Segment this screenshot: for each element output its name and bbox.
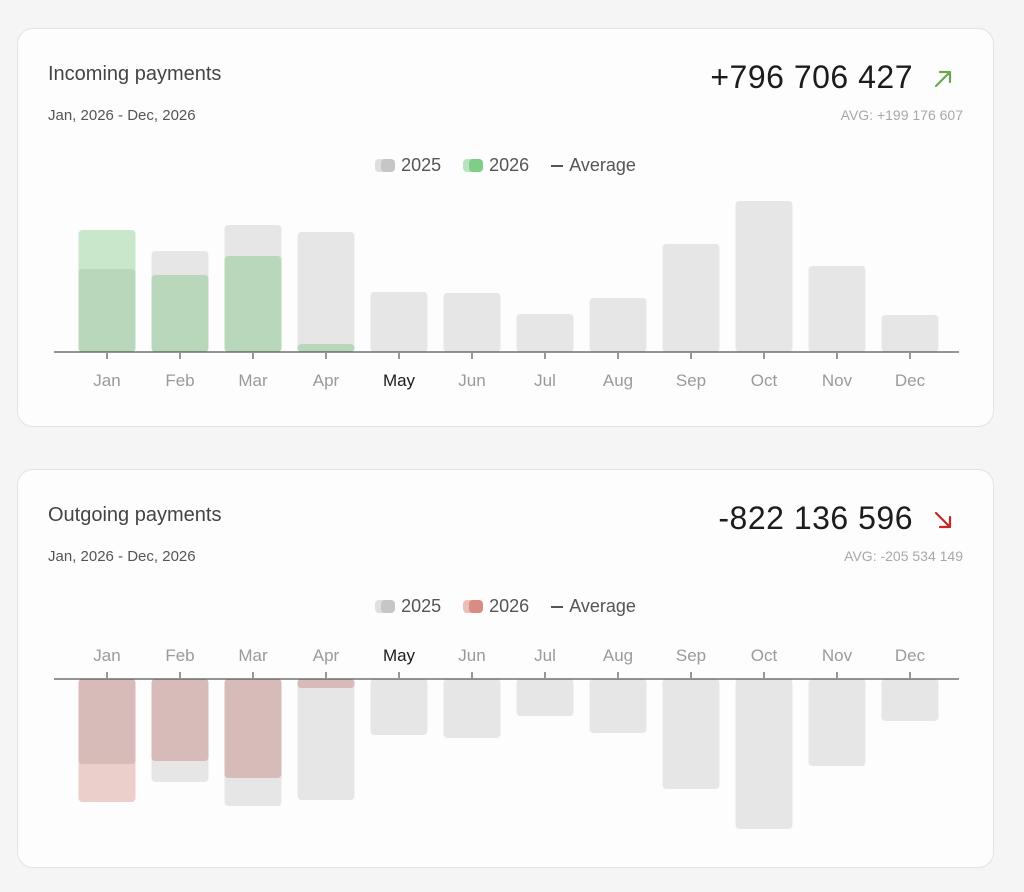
legend-item-average[interactable]: Average: [551, 596, 636, 617]
x-tick-label[interactable]: Mar: [238, 371, 268, 390]
x-tick-label[interactable]: Feb: [165, 646, 194, 665]
legend-label: 2026: [489, 155, 530, 175]
legend-swatch-average: [551, 605, 564, 608]
legend-item-2025[interactable]: 2025: [375, 155, 441, 176]
average-amount: AVG: +199 176 607: [840, 107, 963, 123]
legend-label: Average: [569, 155, 636, 175]
legend-swatch-2025: [375, 600, 396, 613]
x-tick-label[interactable]: Dec: [895, 371, 926, 390]
bar-2025-may[interactable]: [370, 292, 428, 352]
legend-item-2026[interactable]: 2026: [463, 155, 529, 176]
x-tick-label[interactable]: Oct: [751, 371, 778, 390]
bar-2025-nov[interactable]: [808, 266, 866, 352]
x-tick-label[interactable]: Jan: [93, 646, 120, 665]
bar-2025-jun[interactable]: [443, 679, 501, 738]
x-tick-label[interactable]: Jul: [534, 646, 556, 665]
legend-item-average[interactable]: Average: [551, 155, 636, 176]
bar-2025-jul[interactable]: [516, 314, 574, 352]
legend-label: 2025: [401, 155, 442, 175]
x-tick-label[interactable]: Jan: [93, 371, 120, 390]
bar-average-apr[interactable]: [297, 679, 355, 688]
bar-average-feb[interactable]: [151, 679, 209, 761]
x-tick-label[interactable]: May: [383, 371, 416, 390]
bar-2025-sep[interactable]: [662, 679, 720, 789]
bar-average-apr[interactable]: [297, 344, 355, 352]
bar-2025-jul[interactable]: [516, 679, 574, 716]
x-tick-label[interactable]: Sep: [676, 646, 706, 665]
x-tick-label[interactable]: Apr: [313, 646, 340, 665]
legend-item-2025[interactable]: 2025: [375, 596, 441, 617]
average-amount: AVG: -205 534 149: [844, 548, 963, 564]
incoming-payments-card: Incoming payments Jan, 2026 - Dec, 2026 …: [17, 28, 994, 427]
legend-label: Average: [569, 596, 636, 616]
bar-2025-dec[interactable]: [881, 315, 939, 352]
x-tick-label[interactable]: Nov: [822, 646, 853, 665]
x-tick-label[interactable]: Dec: [895, 646, 926, 665]
bar-2025-sep[interactable]: [662, 244, 720, 352]
card-title: Outgoing payments: [48, 504, 222, 526]
x-tick-label[interactable]: Sep: [676, 371, 706, 390]
bar-2025-may[interactable]: [370, 679, 428, 735]
legend-swatch-2025: [375, 159, 396, 172]
x-tick-label[interactable]: Feb: [165, 371, 194, 390]
bar-2025-jun[interactable]: [443, 293, 501, 352]
arrow-up-right-icon: [934, 70, 952, 88]
total-amount: -822 136 596: [718, 500, 913, 536]
x-tick-label[interactable]: Aug: [603, 646, 633, 665]
chart-legend: 2025 2026 Average: [18, 596, 993, 617]
x-tick-label[interactable]: Aug: [603, 371, 633, 390]
outgoing-bar-chart: Jan Feb Mar Apr May Jun Jul Aug Sep Oct Nov Dec: [54, 646, 959, 829]
legend-swatch-2026: [463, 159, 484, 172]
x-tick-label[interactable]: Apr: [313, 371, 340, 390]
bar-2025-oct[interactable]: [735, 201, 793, 352]
bar-2025-nov[interactable]: [808, 679, 866, 766]
bar-2025-oct[interactable]: [735, 679, 793, 829]
date-range: Jan, 2026 - Dec, 2026: [48, 107, 196, 124]
x-tick-label[interactable]: Jun: [458, 646, 485, 665]
total-amount: +796 706 427: [710, 59, 913, 95]
bar-average-mar[interactable]: [224, 679, 282, 778]
bar-2025-apr[interactable]: [297, 679, 355, 800]
bar-average-jan[interactable]: [78, 679, 136, 764]
x-tick-label[interactable]: May: [383, 646, 416, 665]
legend-item-2026[interactable]: 2026: [463, 596, 529, 617]
legend-label: 2026: [489, 596, 530, 616]
bar-average-mar[interactable]: [224, 256, 282, 352]
incoming-bar-chart: Jan Feb Mar Apr May Jun Jul Aug Sep Oct Nov Dec: [54, 201, 959, 390]
outgoing-payments-card: Outgoing payments Jan, 2026 - Dec, 2026 …: [17, 469, 994, 868]
x-tick-label[interactable]: Jul: [534, 371, 556, 390]
x-tick-label[interactable]: Nov: [822, 371, 853, 390]
arrow-down-right-icon: [934, 511, 952, 529]
bar-2025-dec[interactable]: [881, 679, 939, 721]
card-title: Incoming payments: [48, 63, 222, 85]
bar-2025-apr[interactable]: [297, 232, 355, 352]
date-range: Jan, 2026 - Dec, 2026: [48, 548, 196, 565]
x-tick-label[interactable]: Jun: [458, 371, 485, 390]
bar-average-feb[interactable]: [151, 275, 209, 352]
x-tick-label[interactable]: Mar: [238, 646, 268, 665]
bar-2025-aug[interactable]: [589, 298, 647, 352]
chart-legend: 2025 2026 Average: [18, 155, 993, 176]
x-tick-label[interactable]: Oct: [751, 646, 778, 665]
bar-2025-aug[interactable]: [589, 679, 647, 733]
bar-average-jan[interactable]: [78, 269, 136, 352]
legend-swatch-average: [551, 164, 564, 167]
legend-swatch-2026: [463, 600, 484, 613]
legend-label: 2025: [401, 596, 442, 616]
